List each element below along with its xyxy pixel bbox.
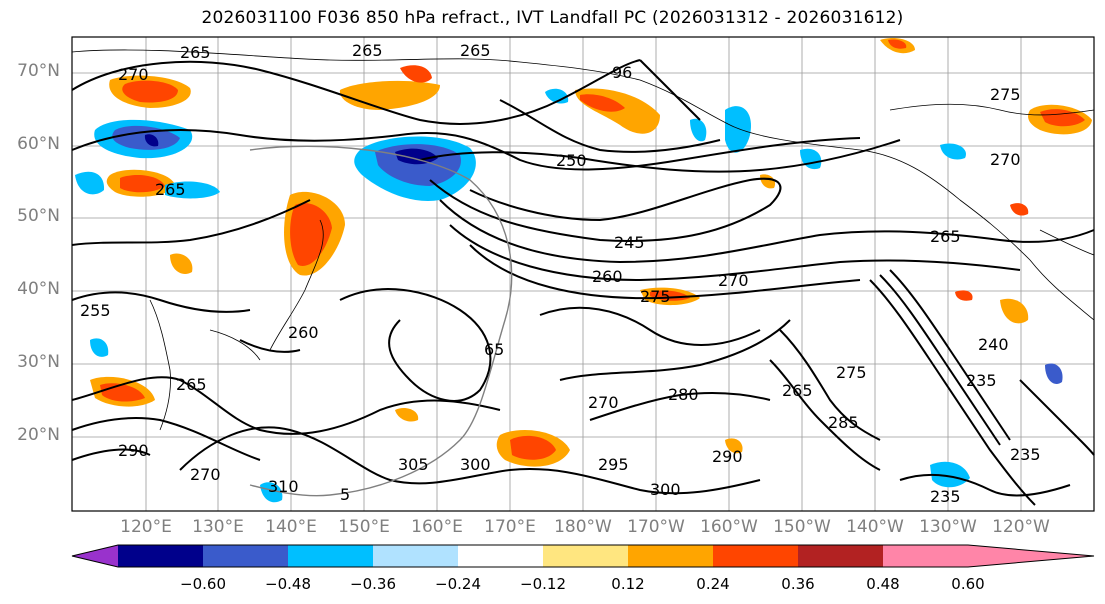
colorbar-tick: −0.36 <box>350 575 396 593</box>
colorbar-bin <box>118 545 203 567</box>
contour-label: 235 <box>1010 445 1041 464</box>
contour-label: 270 <box>990 150 1021 169</box>
contour-label: 270 <box>588 393 619 412</box>
contour-label: 5 <box>340 485 350 504</box>
contour-label: 245 <box>614 233 645 252</box>
coastlines <box>71 49 1095 431</box>
colorbar-bin <box>628 545 713 567</box>
contour-label: 310 <box>268 477 299 496</box>
contour-label: 270 <box>118 65 149 84</box>
contour-label: 270 <box>718 271 749 290</box>
refractivity-contours <box>71 59 1095 506</box>
colorbar <box>71 544 1095 568</box>
colorbar-bin <box>798 545 883 567</box>
colorbar-bin <box>883 545 968 567</box>
lat-label: 40°N <box>17 279 60 299</box>
colorbar-bin <box>373 545 458 567</box>
contour-label: 265 <box>155 180 186 199</box>
colorbar-bin <box>203 545 288 567</box>
contour-label: 235 <box>966 371 997 390</box>
lat-label: 70°N <box>17 61 60 81</box>
colorbar-tick: 0.12 <box>611 575 645 593</box>
contour-label: 275 <box>836 363 867 382</box>
contour-label: 305 <box>398 455 429 474</box>
lon-label: 180°W <box>554 517 612 537</box>
lon-label: 140°E <box>265 517 317 537</box>
colorbar-tick: 0.60 <box>951 575 985 593</box>
colorbar-bin <box>458 545 543 567</box>
colorbar-tick: −0.48 <box>265 575 311 593</box>
contour-label: 300 <box>650 480 681 499</box>
contour-label: 250 <box>556 151 587 170</box>
lon-label: 130°E <box>192 517 244 537</box>
gridlines <box>72 37 1094 511</box>
contour-label: 270 <box>190 465 221 484</box>
contour-label: 265 <box>460 41 491 60</box>
contour-label: 290 <box>712 447 743 466</box>
contour-label: 265 <box>176 375 207 394</box>
contour-label: 240 <box>978 335 1009 354</box>
contour-label: 235 <box>930 487 961 506</box>
lat-label: 50°N <box>17 206 60 226</box>
contour-label: 96 <box>612 63 632 82</box>
colorbar-tick: 0.48 <box>866 575 900 593</box>
lat-label: 20°N <box>17 425 60 445</box>
contour-label: 255 <box>80 301 111 320</box>
contour-label: 65 <box>484 340 504 359</box>
lon-label: 120°E <box>120 517 172 537</box>
lon-label: 120°W <box>992 517 1050 537</box>
colorbar-tick: −0.24 <box>435 575 481 593</box>
lon-label: 170°W <box>627 517 685 537</box>
colorbar-tick: 0.36 <box>781 575 815 593</box>
colorbar-bin <box>713 545 798 567</box>
contour-label: 295 <box>598 455 629 474</box>
colorbar-extend-low <box>72 545 118 567</box>
lat-label: 60°N <box>17 134 60 154</box>
lat-label: 30°N <box>17 352 60 372</box>
contour-label: 265 <box>930 227 961 246</box>
lon-label: 160°E <box>411 517 463 537</box>
colorbar-tick: −0.60 <box>180 575 226 593</box>
contour-label: 265 <box>180 43 211 62</box>
contour-label: 285 <box>828 413 859 432</box>
lon-label: 150°E <box>338 517 390 537</box>
contour-labels: 265 265 265 270 96 275 270 250 265 245 2… <box>80 41 1041 506</box>
contour-label: 265 <box>352 41 383 60</box>
lon-label: 140°W <box>846 517 904 537</box>
contour-label: 260 <box>288 323 319 342</box>
colorbar-extend-high <box>968 545 1094 567</box>
contour-label: 300 <box>460 455 491 474</box>
pc-outline <box>249 145 513 497</box>
contour-label: 280 <box>668 385 699 404</box>
lon-label: 170°E <box>484 517 536 537</box>
map-title: 2026031100 F036 850 hPa refract., IVT La… <box>201 8 904 28</box>
contour-label: 260 <box>592 267 623 286</box>
map-frame <box>71 36 1095 512</box>
colorbar-tick: 0.24 <box>696 575 730 593</box>
contour-label: 275 <box>990 85 1021 104</box>
colorbar-tick: −0.12 <box>520 575 566 593</box>
ivt-shading <box>75 38 1092 503</box>
colorbar-bin <box>543 545 628 567</box>
contour-label: 290 <box>118 441 149 460</box>
contour-label: 275 <box>640 287 671 306</box>
lon-label: 130°W <box>919 517 977 537</box>
lon-label: 150°W <box>773 517 831 537</box>
contour-label: 265 <box>782 381 813 400</box>
lon-label: 160°W <box>700 517 758 537</box>
colorbar-bin <box>288 545 373 567</box>
